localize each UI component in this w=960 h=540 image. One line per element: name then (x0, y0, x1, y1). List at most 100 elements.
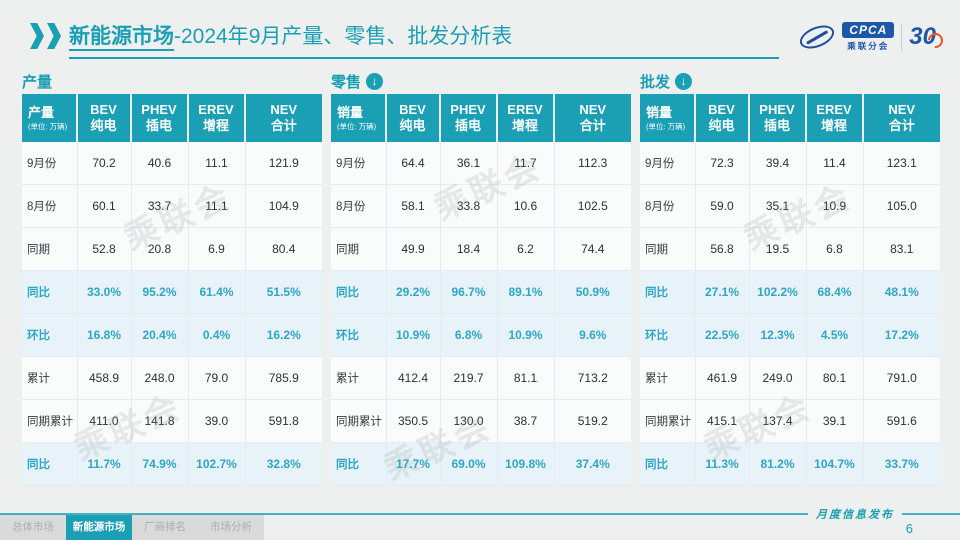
down-arrow-icon: ↓ (366, 72, 384, 90)
row-label: 同期累计 (22, 400, 78, 443)
cell-value: 10.9% (497, 314, 555, 357)
cell-value: 51.5% (245, 271, 322, 314)
cell-value: 11.1 (188, 185, 246, 228)
row-label: 累计 (331, 357, 387, 400)
table-row: 同期 56.8 19.5 6.8 83.1 (640, 228, 940, 271)
cell-value: 72.3 (695, 142, 750, 185)
section-title: 零售 ↓ (331, 68, 631, 94)
cell-value: 141.8 (131, 400, 189, 443)
corner-label: 销量 (646, 105, 673, 121)
cell-value: 6.2 (497, 228, 555, 271)
cell-value: 17.2% (863, 314, 940, 357)
section-title-label: 产量 (22, 73, 53, 91)
cell-value: 58.1 (386, 185, 441, 228)
cell-value: 52.8 (77, 228, 132, 271)
table-row: 同比 17.7% 69.0% 109.8% 37.4% (331, 443, 631, 486)
logo-divider (901, 23, 903, 51)
cell-value: 591.8 (245, 400, 322, 443)
cpca-logo: CPCA 乘联分会 30 (796, 20, 942, 54)
table-row: 同期累计 415.1 137.4 39.1 591.6 (640, 400, 940, 443)
down-arrow-icon: ↓ (675, 72, 693, 90)
cell-value: 59.0 (695, 185, 750, 228)
cell-value: 12.3% (749, 314, 807, 357)
cell-value: 137.4 (749, 400, 807, 443)
row-label: 8月份 (22, 185, 78, 228)
cell-value: 80.4 (245, 228, 322, 271)
cell-value: 74.4 (554, 228, 631, 271)
section-title-label: 批发 (640, 73, 671, 91)
cell-value: 11.7% (77, 443, 132, 486)
column-header: NEV 合计 (554, 94, 631, 142)
row-label: 同期 (22, 228, 78, 271)
chevron-icon (47, 23, 61, 49)
cell-value: 79.0 (188, 357, 246, 400)
release-line (902, 513, 960, 515)
footer-tab-总体市场[interactable]: 总体市场 (0, 515, 66, 540)
corner-unit: (单位: 万辆) (646, 121, 686, 131)
row-label: 同期累计 (640, 400, 696, 443)
cell-value: 33.7 (131, 185, 189, 228)
cpca-swoosh-icon (796, 20, 838, 54)
table-row: 同比 33.0% 95.2% 61.4% 51.5% (22, 271, 322, 314)
table-row: 同期累计 350.5 130.0 38.7 519.2 (331, 400, 631, 443)
cell-value: 29.2% (386, 271, 441, 314)
cell-value: 50.9% (554, 271, 631, 314)
footer-tab-厂商排名[interactable]: 厂商排名 (132, 515, 198, 540)
cell-value: 6.8% (440, 314, 498, 357)
cell-value: 10.6 (497, 185, 555, 228)
cell-value: 102.2% (749, 271, 807, 314)
section-title: 产量 (22, 68, 322, 94)
cell-value: 17.7% (386, 443, 441, 486)
table-row: 8月份 60.1 33.7 11.1 104.9 (22, 185, 322, 228)
cell-value: 130.0 (440, 400, 498, 443)
cell-value: 32.8% (245, 443, 322, 486)
cell-value: 69.0% (440, 443, 498, 486)
corner-label: 销量 (337, 105, 364, 121)
footer-tab-新能源市场[interactable]: 新能源市场 (66, 515, 132, 540)
cell-value: 4.5% (806, 314, 864, 357)
row-label: 9月份 (640, 142, 696, 185)
table-row: 同比 11.7% 74.9% 102.7% 32.8% (22, 443, 322, 486)
cell-value: 411.0 (77, 400, 132, 443)
column-header: PHEV 插电 (131, 94, 189, 142)
cell-value: 104.7% (806, 443, 864, 486)
cpca-org-name: 乘联分会 (847, 41, 890, 51)
table-section: 零售 ↓ 销量 (单位: 万辆) BEV 纯电 PHEV 插电 EREV 增程 NEV 合计 9月份 64… (331, 68, 631, 486)
cell-value: 39.1 (806, 400, 864, 443)
column-header: NEV 合计 (863, 94, 940, 142)
cell-value: 6.9 (188, 228, 246, 271)
column-header: BEV 纯电 (695, 94, 750, 142)
column-header: EREV 增程 (188, 94, 246, 142)
table-row: 同期 49.9 18.4 6.2 74.4 (331, 228, 631, 271)
corner-unit: (单位: 万辆) (337, 121, 377, 131)
cell-value: 68.4% (806, 271, 864, 314)
release-banner: 月度信息发布 (0, 507, 960, 521)
page-title-rest: -2024年9月产量、零售、批发分析表 (174, 25, 513, 48)
cell-value: 350.5 (386, 400, 441, 443)
column-header: EREV 增程 (806, 94, 864, 142)
cell-value: 11.3% (695, 443, 750, 486)
cell-value: 458.9 (77, 357, 132, 400)
row-label: 同期 (640, 228, 696, 271)
table-corner-cell: 产量 (单位: 万辆) (22, 94, 78, 142)
anniversary-30-logo: 30 (909, 23, 942, 51)
corner-label: 产量 (28, 105, 55, 121)
release-line (0, 513, 808, 515)
data-table: 销量 (单位: 万辆) BEV 纯电 PHEV 插电 EREV 增程 NEV 合计 9月份 64.4 3… (331, 94, 631, 486)
table-row: 9月份 72.3 39.4 11.4 123.1 (640, 142, 940, 185)
table-row: 9月份 70.2 40.6 11.1 121.9 (22, 142, 322, 185)
cell-value: 81.1 (497, 357, 555, 400)
table-row: 累计 458.9 248.0 79.0 785.9 (22, 357, 322, 400)
table-row: 环比 16.8% 20.4% 0.4% 16.2% (22, 314, 322, 357)
table-row: 同期累计 411.0 141.8 39.0 591.8 (22, 400, 322, 443)
cell-value: 36.1 (440, 142, 498, 185)
cell-value: 591.6 (863, 400, 940, 443)
page-number: 6 (905, 521, 913, 536)
row-label: 同比 (22, 443, 78, 486)
cell-value: 11.1 (188, 142, 246, 185)
footer-tab-市场分析[interactable]: 市场分析 (198, 515, 264, 540)
cell-value: 791.0 (863, 357, 940, 400)
column-header: PHEV 插电 (440, 94, 498, 142)
cell-value: 11.4 (806, 142, 864, 185)
table-section: 产量 产量 (单位: 万辆) BEV 纯电 PHEV 插电 EREV 增程 NEV 合计 9月份 70.… (22, 68, 322, 486)
